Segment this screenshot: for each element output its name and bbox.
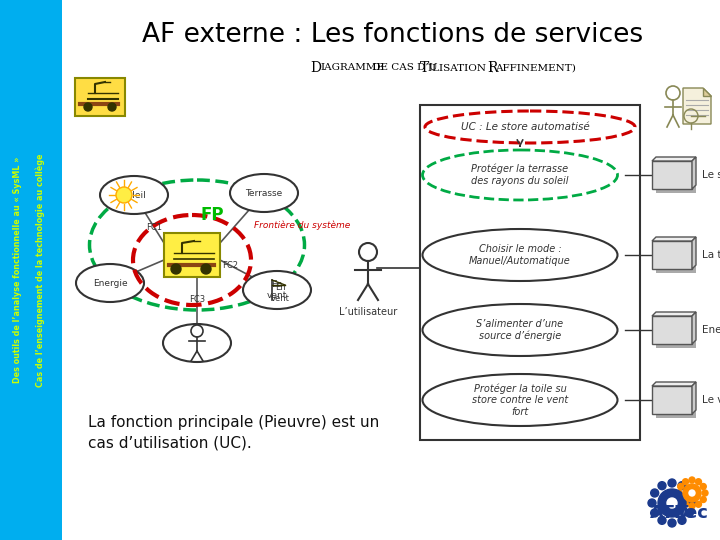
Bar (656, 245, 696, 273)
Polygon shape (692, 157, 696, 189)
Polygon shape (683, 88, 711, 124)
Bar (652, 316, 692, 344)
Text: Cas de l’enseignement de la technologie au collège: Cas de l’enseignement de la technologie … (35, 153, 45, 387)
Ellipse shape (243, 271, 311, 309)
Circle shape (678, 482, 686, 490)
Circle shape (667, 498, 677, 508)
Ellipse shape (76, 264, 144, 302)
Ellipse shape (423, 374, 618, 426)
Circle shape (658, 489, 686, 517)
Text: IAGRAMME: IAGRAMME (320, 64, 384, 72)
Circle shape (116, 187, 132, 203)
Bar (656, 390, 696, 418)
Ellipse shape (423, 304, 618, 356)
Text: Energie: Energie (93, 279, 127, 287)
Bar (656, 320, 696, 348)
Text: cas d’utilisation (UC).: cas d’utilisation (UC). (88, 435, 252, 450)
Text: L’utilisateur: L’utilisateur (339, 307, 397, 317)
Text: Protéger la toile su
store contre le vent
fort: Protéger la toile su store contre le ven… (472, 383, 568, 417)
FancyBboxPatch shape (420, 105, 640, 440)
Circle shape (701, 496, 706, 503)
Text: Tec: Tec (676, 504, 709, 522)
Bar (0, 0, 62, 540)
Circle shape (685, 489, 693, 497)
Text: R: R (487, 61, 498, 75)
Text: UC : Le store automatisé: UC : Le store automatisé (461, 122, 590, 132)
Polygon shape (692, 382, 696, 414)
Ellipse shape (230, 174, 298, 212)
Bar (652, 241, 692, 269)
Text: T: T (420, 61, 429, 75)
Circle shape (696, 479, 701, 485)
FancyBboxPatch shape (164, 233, 220, 277)
Circle shape (678, 516, 686, 524)
Text: Energie: Energie (702, 325, 720, 335)
Text: Protéger la terrasse
des rayons du soleil: Protéger la terrasse des rayons du solei… (472, 164, 569, 186)
Circle shape (689, 490, 695, 496)
Text: FC3: FC3 (189, 295, 205, 305)
Circle shape (201, 264, 211, 274)
Text: DE CAS D’U: DE CAS D’U (369, 64, 438, 72)
Circle shape (683, 479, 688, 485)
Circle shape (701, 483, 706, 489)
Ellipse shape (423, 150, 618, 200)
Polygon shape (652, 237, 696, 241)
Circle shape (688, 499, 696, 507)
Circle shape (658, 516, 666, 524)
Text: AFFINEMENT): AFFINEMENT) (495, 64, 576, 72)
Ellipse shape (423, 229, 618, 281)
Ellipse shape (163, 324, 231, 362)
Circle shape (678, 483, 684, 489)
Text: La fonction principale (Pieuvre) est un: La fonction principale (Pieuvre) est un (88, 415, 379, 430)
Circle shape (689, 503, 695, 509)
Text: Terrasse: Terrasse (246, 188, 283, 198)
Polygon shape (692, 237, 696, 269)
Text: Des outils de l’analyse fonctionnelle au « SysML »: Des outils de l’analyse fonctionnelle au… (14, 157, 22, 383)
Circle shape (171, 264, 181, 274)
Circle shape (696, 501, 701, 507)
Polygon shape (652, 382, 696, 386)
Polygon shape (692, 312, 696, 344)
Ellipse shape (100, 176, 168, 214)
Circle shape (658, 482, 666, 490)
Bar (652, 386, 692, 414)
Text: En
vent: En vent (271, 284, 289, 303)
Polygon shape (652, 157, 696, 161)
FancyBboxPatch shape (75, 78, 125, 116)
Circle shape (84, 103, 92, 111)
Bar (652, 161, 692, 189)
Circle shape (702, 490, 708, 496)
Text: FP: FP (200, 206, 224, 224)
Text: Frontière du système: Frontière du système (254, 220, 350, 230)
Text: Le vent: Le vent (702, 395, 720, 405)
Text: Soleil: Soleil (122, 191, 146, 199)
Circle shape (651, 489, 659, 497)
Text: La terrasse: La terrasse (702, 250, 720, 260)
Text: Choisir le mode :
Manuel/Automatique: Choisir le mode : Manuel/Automatique (469, 244, 571, 266)
Circle shape (676, 490, 682, 496)
Text: ATD: ATD (650, 504, 690, 522)
Text: ILISATION (: ILISATION ( (428, 64, 493, 72)
Circle shape (678, 496, 684, 503)
Circle shape (685, 509, 693, 517)
Text: AF externe : Les fonctions de services: AF externe : Les fonctions de services (143, 22, 644, 48)
Circle shape (683, 501, 688, 507)
Circle shape (689, 477, 695, 483)
Text: En
vent: En vent (267, 280, 287, 300)
Text: S’alimenter d’une
source d’énergie: S’alimenter d’une source d’énergie (477, 319, 564, 341)
Circle shape (668, 479, 676, 487)
Text: FC2: FC2 (222, 260, 238, 269)
Text: Le soleil: Le soleil (702, 170, 720, 180)
Circle shape (668, 519, 676, 527)
Circle shape (683, 484, 701, 502)
Circle shape (648, 499, 656, 507)
Circle shape (651, 509, 659, 517)
Circle shape (108, 103, 116, 111)
Polygon shape (703, 88, 711, 96)
Ellipse shape (425, 111, 635, 143)
Bar (656, 165, 696, 193)
Text: FC1: FC1 (146, 222, 162, 232)
Polygon shape (652, 312, 696, 316)
Text: D: D (310, 61, 321, 75)
